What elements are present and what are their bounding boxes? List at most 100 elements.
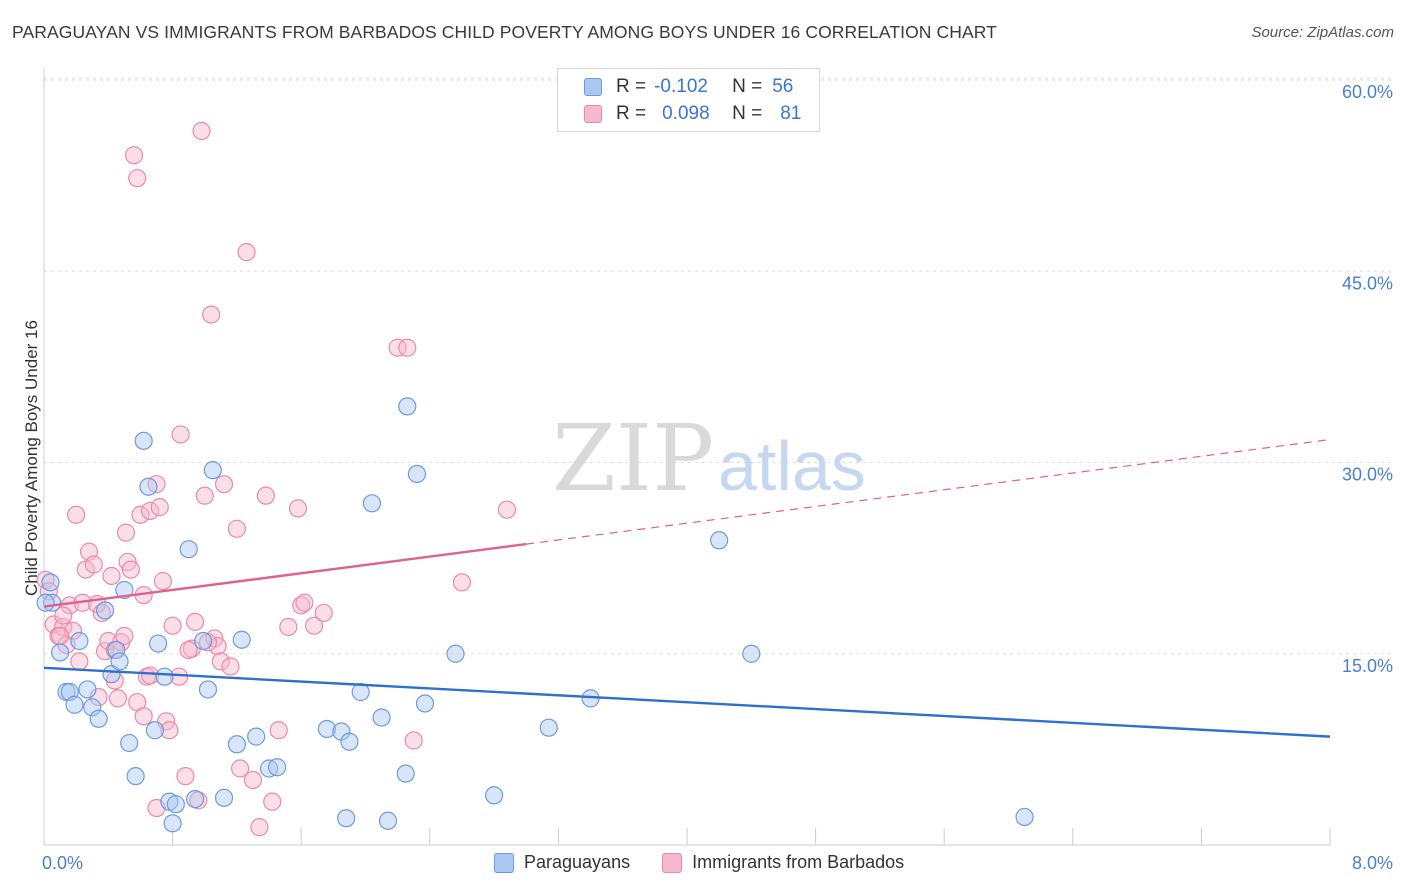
barbados-point <box>163 616 182 635</box>
paraguayan-point <box>50 643 70 662</box>
series-legend: Paraguayans Immigrants from Barbados <box>494 852 936 873</box>
barbados-point <box>192 121 211 141</box>
paraguayan-point <box>194 631 213 651</box>
paraguayan-point <box>107 640 126 660</box>
paraguayan-point <box>1015 807 1034 827</box>
legend-row-barbados: R = 0.098 N = 81 <box>584 101 801 127</box>
barbados-point <box>497 500 517 519</box>
paraguayan-point <box>198 680 218 699</box>
paraguayan-point <box>145 721 165 740</box>
y-tick-label: 45.0% <box>1342 273 1393 293</box>
paraguayan-point <box>337 809 356 828</box>
series-label-paraguayans: Paraguayans <box>524 852 631 872</box>
barbados-point <box>211 652 230 671</box>
y-tick-label: 15.0% <box>1342 656 1393 676</box>
barbados-point <box>304 616 324 635</box>
paraguayan-point <box>362 494 382 513</box>
barbados-point <box>140 501 160 521</box>
barbados-points <box>36 121 517 837</box>
paraguayan-point <box>539 718 558 737</box>
paraguayan-point <box>378 811 398 830</box>
barbados-point <box>231 759 250 778</box>
paraguayan-point <box>89 709 108 728</box>
barbados-point <box>398 338 417 357</box>
barbados-point <box>288 499 308 518</box>
barbados-point <box>160 721 179 740</box>
barbados-point <box>243 770 263 790</box>
barbados-point <box>263 792 282 811</box>
series-swatch-blue <box>494 852 514 873</box>
barbados-point <box>102 566 121 586</box>
legend-r-value-2: 0.098 <box>662 103 710 124</box>
x-tick-label-min: 0.0% <box>42 853 83 873</box>
paraguayan-point <box>134 431 153 450</box>
paraguayan-point <box>83 698 102 717</box>
legend-swatch-blue <box>584 78 602 96</box>
barbados-point <box>36 570 55 589</box>
legend-r-label-1: R = <box>616 76 647 97</box>
barbados-point <box>108 689 128 708</box>
trend-lines <box>43 438 1331 738</box>
paraguayan-point <box>710 531 729 550</box>
paraguayan-trend-line <box>43 666 1331 738</box>
paraguayan-point <box>415 694 435 713</box>
barbados-trend-line <box>43 542 527 608</box>
paraguayan-points <box>36 397 1034 833</box>
axis-layer: 15.0% 30.0% 45.0% 60.0% 0.0% 8.0% <box>42 68 1393 873</box>
barbados-point <box>70 652 89 671</box>
barbados-point <box>140 666 160 685</box>
correlation-legend: R = -0.102 N = 56 R = 0.098 N = 81 <box>557 68 820 132</box>
barbados-point <box>202 305 221 324</box>
legend-n-value-1: 56 <box>772 76 794 97</box>
paraguayan-point <box>340 732 359 751</box>
paraguayan-point <box>247 727 266 746</box>
paraguayan-point <box>485 786 504 805</box>
barbados-point <box>54 606 73 625</box>
barbados-point <box>134 707 153 726</box>
paraguayan-point <box>41 573 60 592</box>
paraguayan-point <box>742 644 761 663</box>
legend-r-label-2: R = <box>616 103 647 124</box>
paraguayan-point <box>232 630 251 649</box>
barbados-point <box>314 603 333 623</box>
paraguayan-point <box>407 464 427 484</box>
barbados-point <box>171 425 190 444</box>
y-tick-label: 60.0% <box>1342 82 1393 102</box>
paraguayan-point <box>317 719 337 739</box>
paraguayan-point <box>155 667 174 686</box>
series-legend-paraguayans: Paraguayans <box>494 852 630 873</box>
barbados-point <box>150 498 169 517</box>
paraguayan-point <box>139 477 158 496</box>
legend-r-value-1: -0.102 <box>654 76 708 97</box>
paraguayan-point <box>214 788 234 807</box>
barbados-point <box>116 523 136 542</box>
y-tick-label: 30.0% <box>1342 465 1393 485</box>
paraguayan-point <box>78 680 97 699</box>
paraguayan-point <box>110 652 129 671</box>
barbados-point <box>50 626 70 646</box>
legend-n-value-2: 81 <box>780 103 802 124</box>
legend-swatch-pink <box>584 105 602 123</box>
paraguayan-point <box>163 814 182 833</box>
barbados-point <box>221 657 240 676</box>
barbados-point <box>404 731 423 750</box>
x-tick-label-max: 8.0% <box>1352 853 1393 873</box>
barbados-point <box>237 243 256 262</box>
source-label: Source: ZipAtlas.com <box>1251 24 1394 41</box>
paraguayan-point <box>203 461 222 480</box>
paraguayan-point <box>227 735 246 754</box>
barbados-point <box>388 338 407 357</box>
paraguayan-point <box>149 634 168 653</box>
watermark-zip: ZIP <box>552 405 714 512</box>
barbados-point <box>214 475 234 494</box>
barbados-point <box>208 636 227 656</box>
barbados-point <box>256 486 275 505</box>
barbados-point <box>295 593 314 612</box>
paraguayan-point <box>396 764 415 783</box>
paraguayan-point <box>372 708 391 727</box>
barbados-point <box>179 640 198 660</box>
barbados-point <box>131 505 150 524</box>
barbados-point <box>195 486 214 505</box>
barbados-point <box>121 560 140 579</box>
barbados-point <box>115 626 134 646</box>
